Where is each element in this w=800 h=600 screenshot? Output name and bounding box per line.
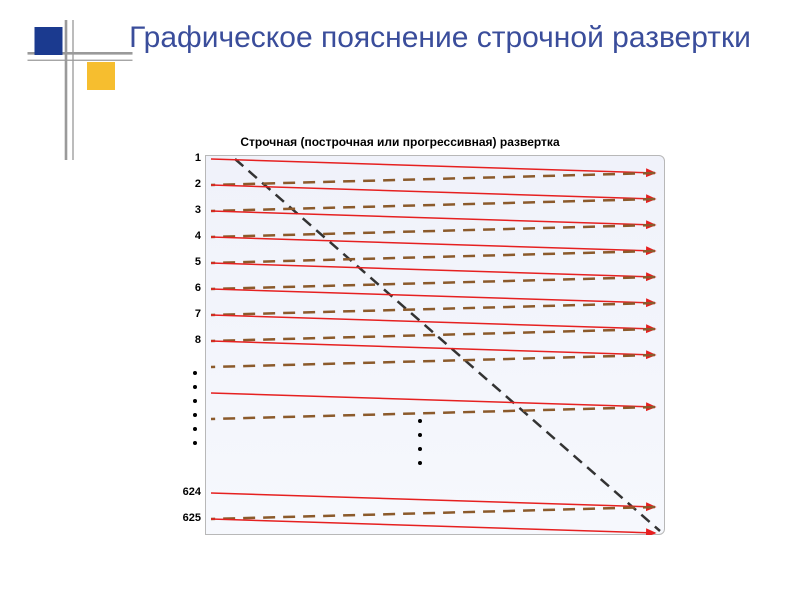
row-label: 1 <box>175 152 201 164</box>
row-label: 4 <box>175 230 201 242</box>
slide: Графическое пояснение строчной развертки… <box>0 0 800 600</box>
ellipsis-dot <box>418 447 422 451</box>
ellipsis-dot <box>193 441 197 445</box>
slide-title: Графическое пояснение строчной развертки <box>110 20 770 56</box>
ellipsis-dot <box>418 419 422 423</box>
row-label: 8 <box>175 334 201 346</box>
ellipsis-dot <box>193 399 197 403</box>
ellipsis-dot <box>418 433 422 437</box>
row-label: 3 <box>175 204 201 216</box>
row-label: 625 <box>175 512 201 524</box>
scan-diagram: 1 2 3 4 5 6 7 8 624 625 <box>175 155 665 535</box>
row-label: 624 <box>175 486 201 498</box>
ellipsis-dot <box>193 371 197 375</box>
ellipsis-dot <box>193 413 197 417</box>
row-label: 2 <box>175 178 201 190</box>
row-label: 7 <box>175 308 201 320</box>
row-labels: 1 2 3 4 5 6 7 8 624 625 <box>175 155 205 535</box>
row-label: 5 <box>175 256 201 268</box>
ellipsis-dot <box>193 427 197 431</box>
row-label: 6 <box>175 282 201 294</box>
ellipsis-dot <box>418 461 422 465</box>
ellipsis-dot <box>193 385 197 389</box>
chart-subtitle: Строчная (построчная или прогрессивная) … <box>240 135 559 149</box>
scan-lines <box>205 155 665 535</box>
